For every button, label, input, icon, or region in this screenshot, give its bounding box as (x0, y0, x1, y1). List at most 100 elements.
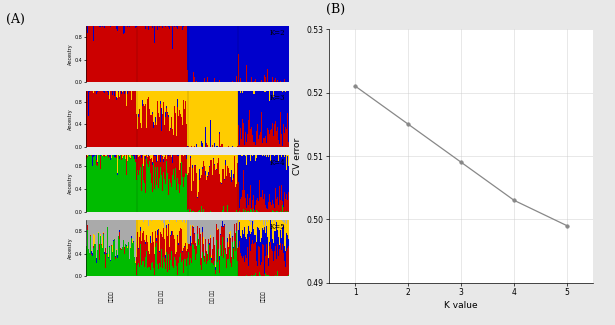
Bar (108, 95, 109, 147)
Bar (144, 240, 145, 267)
Bar (111, 220, 112, 245)
Bar (123, 34, 124, 83)
Bar (274, 158, 275, 199)
Bar (254, 81, 255, 83)
Bar (116, 250, 117, 276)
Bar (115, 155, 116, 157)
Bar (85, 155, 87, 157)
Bar (226, 26, 227, 83)
Bar (97, 91, 98, 92)
Bar (89, 253, 90, 276)
Bar (278, 256, 279, 276)
Bar (168, 91, 169, 108)
Bar (247, 91, 248, 134)
Bar (131, 238, 132, 276)
Bar (157, 91, 158, 101)
Bar (196, 155, 197, 173)
Bar (192, 237, 193, 244)
Bar (85, 157, 87, 212)
Bar (108, 258, 109, 276)
Bar (214, 164, 215, 212)
Bar (190, 209, 191, 212)
Bar (168, 220, 169, 222)
Bar (256, 220, 257, 242)
Bar (104, 91, 105, 93)
Bar (205, 26, 206, 79)
Bar (234, 258, 236, 276)
Bar (192, 259, 193, 276)
Bar (277, 244, 278, 271)
Bar (187, 146, 188, 147)
Bar (99, 91, 100, 147)
Bar (210, 120, 211, 147)
Bar (195, 91, 196, 138)
Bar (183, 188, 184, 212)
Bar (234, 146, 236, 147)
Bar (117, 91, 118, 147)
Bar (109, 26, 110, 83)
Bar (99, 260, 100, 276)
Bar (209, 243, 210, 245)
Bar (283, 155, 284, 200)
Bar (195, 220, 196, 230)
Bar (97, 162, 98, 163)
Bar (195, 138, 196, 141)
Bar (172, 26, 173, 49)
Bar (253, 253, 254, 276)
Bar (224, 224, 225, 226)
Bar (221, 144, 222, 147)
Bar (154, 156, 155, 189)
Bar (186, 155, 187, 169)
Bar (264, 227, 265, 274)
Bar (103, 155, 104, 156)
Bar (169, 155, 170, 179)
Bar (275, 188, 276, 212)
Bar (244, 155, 245, 190)
Bar (258, 139, 259, 147)
Bar (236, 231, 237, 276)
Bar (175, 220, 176, 254)
Bar (176, 155, 177, 156)
Bar (140, 231, 141, 244)
Bar (171, 155, 172, 157)
Bar (143, 26, 144, 83)
Bar (286, 251, 287, 276)
Bar (243, 91, 244, 138)
Bar (162, 155, 163, 156)
Bar (241, 238, 242, 256)
Bar (225, 165, 226, 212)
Y-axis label: CV error: CV error (293, 137, 303, 175)
Bar (206, 264, 207, 276)
Bar (276, 91, 277, 131)
Bar (255, 235, 256, 242)
Bar (211, 26, 212, 83)
Bar (238, 220, 239, 230)
Bar (113, 237, 114, 239)
Bar (282, 92, 283, 146)
Bar (95, 155, 96, 212)
Bar (213, 26, 214, 83)
Bar (217, 163, 218, 212)
Bar (231, 257, 232, 267)
Bar (103, 26, 104, 83)
Bar (230, 239, 231, 263)
Bar (146, 26, 148, 83)
Bar (246, 239, 247, 258)
Bar (157, 30, 158, 83)
Bar (268, 155, 269, 157)
Bar (213, 220, 214, 244)
Bar (188, 209, 189, 212)
Bar (218, 82, 219, 83)
Bar (222, 254, 223, 276)
Bar (202, 232, 203, 252)
Bar (100, 220, 101, 234)
Bar (99, 26, 100, 27)
Bar (275, 91, 276, 121)
Bar (279, 249, 280, 276)
Bar (259, 247, 260, 272)
Bar (116, 91, 117, 97)
Bar (182, 260, 183, 276)
Bar (209, 155, 210, 166)
Bar (268, 91, 269, 130)
Bar (190, 225, 191, 236)
